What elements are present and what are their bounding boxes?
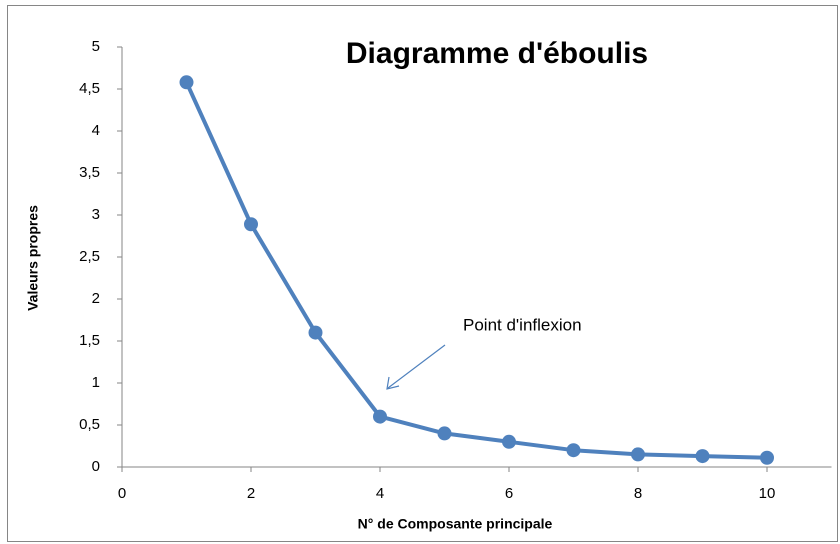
data-point bbox=[437, 426, 452, 441]
x-tick-label: 4 bbox=[376, 485, 384, 502]
y-tick-label: 4 bbox=[92, 122, 100, 139]
x-axis-label: N° de Composante principale bbox=[358, 516, 553, 532]
x-tick-label: 0 bbox=[118, 485, 126, 502]
chart-border bbox=[7, 5, 838, 542]
y-tick-label: 1 bbox=[92, 374, 100, 391]
data-point bbox=[631, 447, 645, 462]
y-tick-label: 2 bbox=[92, 290, 100, 307]
data-point bbox=[308, 325, 323, 340]
y-tick-label: 3 bbox=[92, 206, 100, 223]
x-tick-label: 8 bbox=[634, 485, 642, 502]
x-tick-label: 2 bbox=[247, 485, 255, 502]
data-point bbox=[179, 75, 194, 90]
y-tick-label: 4,5 bbox=[79, 80, 100, 97]
annotation: Point d'inflexion bbox=[463, 315, 582, 334]
data-point bbox=[502, 434, 516, 449]
data-point bbox=[373, 409, 387, 424]
series-line bbox=[184, 81, 768, 460]
y-tick-label: 0 bbox=[92, 458, 100, 475]
x-tick-label: 6 bbox=[505, 485, 513, 502]
y-axis-label: Valeurs propres bbox=[25, 205, 41, 311]
x-tick-label: 10 bbox=[759, 485, 776, 502]
y-tick-label: 5 bbox=[92, 38, 100, 55]
data-point bbox=[760, 450, 774, 465]
y-tick-label: 2,5 bbox=[79, 248, 100, 265]
y-tick-label: 1,5 bbox=[79, 332, 100, 349]
data-point bbox=[695, 449, 710, 464]
annotation-arrow bbox=[386, 344, 446, 390]
chart-title: Diagramme d'éboulis bbox=[346, 37, 648, 70]
y-tick-label: 3,5 bbox=[79, 164, 100, 181]
y-tick-label: 0,5 bbox=[79, 416, 100, 433]
data-point bbox=[566, 443, 581, 458]
data-point bbox=[244, 217, 258, 232]
